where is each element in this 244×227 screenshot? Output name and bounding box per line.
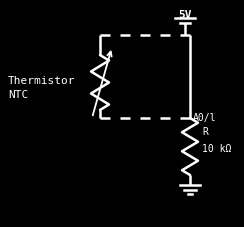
Text: A0/l: A0/l: [193, 113, 216, 123]
Text: 10 kΩ: 10 kΩ: [202, 144, 231, 154]
Text: NTC: NTC: [8, 90, 28, 100]
Text: R: R: [202, 127, 208, 137]
Text: 5V: 5V: [178, 10, 192, 20]
Text: Thermistor: Thermistor: [8, 76, 75, 86]
